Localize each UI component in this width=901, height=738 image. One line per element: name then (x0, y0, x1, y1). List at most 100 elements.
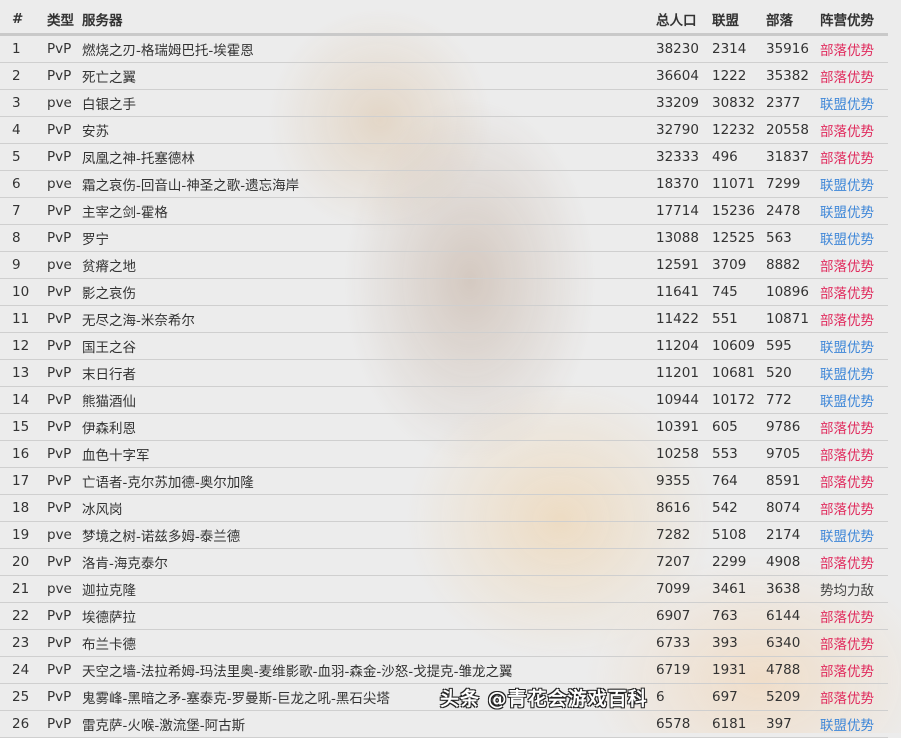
cell-faction-advantage: 势均力敌 (820, 575, 888, 603)
cell-total: 11422 (656, 305, 712, 333)
cell-rank: 18 (0, 494, 47, 522)
cell-server: 霜之哀伤-回音山-神圣之歌-遗忘海岸 (82, 170, 656, 198)
cell-rank: 14 (0, 386, 47, 414)
cell-horde: 8074 (766, 494, 820, 522)
cell-alliance: 12525 (712, 224, 766, 252)
cell-total: 10391 (656, 413, 712, 441)
cell-faction-advantage: 部落优势 (820, 467, 888, 495)
cell-type: pve (47, 251, 82, 279)
cell-rank: 25 (0, 683, 47, 711)
cell-horde: 31837 (766, 143, 820, 171)
cell-horde: 4788 (766, 656, 820, 684)
cell-total: 9355 (656, 467, 712, 495)
cell-total: 6 (656, 683, 712, 711)
cell-total: 6578 (656, 710, 712, 738)
cell-faction-advantage: 部落优势 (820, 440, 888, 468)
cell-faction-advantage: 联盟优势 (820, 170, 888, 198)
cell-faction-advantage: 部落优势 (820, 494, 888, 522)
cell-horde: 397 (766, 710, 820, 738)
cell-faction-advantage: 联盟优势 (820, 386, 888, 414)
cell-total: 18370 (656, 170, 712, 198)
cell-rank: 26 (0, 710, 47, 738)
cell-type: PvP (47, 224, 82, 252)
cell-server: 迦拉克隆 (82, 575, 656, 603)
cell-rank: 19 (0, 521, 47, 549)
table-row: 19 pve 梦境之树-诺兹多姆-泰兰德 7282 5108 2174 联盟优势 (0, 521, 888, 549)
table-row: 20 PvP 洛肯-海克泰尔 7207 2299 4908 部落优势 (0, 548, 888, 576)
cell-type: PvP (47, 143, 82, 171)
cell-total: 13088 (656, 224, 712, 252)
table-row: 16 PvP 血色十字军 10258 553 9705 部落优势 (0, 440, 888, 468)
cell-server: 血色十字军 (82, 440, 656, 468)
cell-horde: 4908 (766, 548, 820, 576)
cell-server: 白银之手 (82, 89, 656, 117)
cell-alliance: 1931 (712, 656, 766, 684)
header-type: 类型 (47, 4, 82, 36)
cell-server: 冰风岗 (82, 494, 656, 522)
cell-alliance: 496 (712, 143, 766, 171)
cell-type: PvP (47, 683, 82, 711)
header-alliance: 联盟 (712, 4, 766, 36)
cell-faction-advantage: 部落优势 (820, 278, 888, 306)
cell-total: 10258 (656, 440, 712, 468)
cell-rank: 8 (0, 224, 47, 252)
table-row: 4 PvP 安苏 32790 12232 20558 部落优势 (0, 116, 888, 144)
cell-horde: 772 (766, 386, 820, 414)
table-row: 11 PvP 无尽之海-米奈希尔 11422 551 10871 部落优势 (0, 305, 888, 333)
cell-horde: 10871 (766, 305, 820, 333)
header-total: 总人口 (656, 4, 712, 36)
table-row: 2 PvP 死亡之翼 36604 1222 35382 部落优势 (0, 62, 888, 90)
cell-total: 7207 (656, 548, 712, 576)
server-population-table: # 类型 服务器 总人口 联盟 部落 阵营优势 1 PvP 燃烧之刃-格瑞姆巴托-埃… (0, 4, 888, 738)
cell-type: PvP (47, 440, 82, 468)
cell-total: 33209 (656, 89, 712, 117)
table-header: # 类型 服务器 总人口 联盟 部落 阵营优势 (0, 4, 888, 36)
cell-type: PvP (47, 413, 82, 441)
table-row: 23 PvP 布兰卡德 6733 393 6340 部落优势 (0, 629, 888, 657)
header-rank: # (0, 4, 47, 36)
cell-total: 6907 (656, 602, 712, 630)
cell-rank: 17 (0, 467, 47, 495)
cell-total: 17714 (656, 197, 712, 225)
cell-alliance: 10609 (712, 332, 766, 360)
cell-rank: 6 (0, 170, 47, 198)
cell-horde: 595 (766, 332, 820, 360)
cell-server: 天空之墙-法拉希姆-玛法里奥-麦维影歌-血羽-森金-沙怒-戈提克-雏龙之翼 (82, 656, 656, 684)
cell-alliance: 10681 (712, 359, 766, 387)
cell-alliance: 30832 (712, 89, 766, 117)
cell-total: 11201 (656, 359, 712, 387)
cell-server: 死亡之翼 (82, 62, 656, 90)
cell-total: 11204 (656, 332, 712, 360)
cell-alliance: 12232 (712, 116, 766, 144)
cell-faction-advantage: 部落优势 (820, 305, 888, 333)
cell-alliance: 2314 (712, 34, 766, 63)
cell-total: 6733 (656, 629, 712, 657)
cell-horde: 9786 (766, 413, 820, 441)
cell-alliance: 393 (712, 629, 766, 657)
cell-type: PvP (47, 278, 82, 306)
cell-alliance: 3709 (712, 251, 766, 279)
cell-faction-advantage: 联盟优势 (820, 710, 888, 738)
table-row: 12 PvP 国王之谷 11204 10609 595 联盟优势 (0, 332, 888, 360)
cell-total: 10944 (656, 386, 712, 414)
cell-faction-advantage: 联盟优势 (820, 89, 888, 117)
cell-horde: 35916 (766, 34, 820, 63)
cell-rank: 3 (0, 89, 47, 117)
cell-rank: 7 (0, 197, 47, 225)
cell-server: 熊猫酒仙 (82, 386, 656, 414)
cell-type: PvP (47, 467, 82, 495)
cell-rank: 4 (0, 116, 47, 144)
table-row: 24 PvP 天空之墙-法拉希姆-玛法里奥-麦维影歌-血羽-森金-沙怒-戈提克-雏龙… (0, 656, 888, 684)
cell-rank: 20 (0, 548, 47, 576)
table-row: 6 pve 霜之哀伤-回音山-神圣之歌-遗忘海岸 18370 11071 7299 联盟优势 (0, 170, 888, 198)
cell-horde: 8591 (766, 467, 820, 495)
cell-server: 贫瘠之地 (82, 251, 656, 279)
table-row: 5 PvP 凤凰之神-托塞德林 32333 496 31837 部落优势 (0, 143, 888, 171)
table-row: 21 pve 迦拉克隆 7099 3461 3638 势均力敌 (0, 575, 888, 603)
cell-type: PvP (47, 548, 82, 576)
table-row: 1 PvP 燃烧之刃-格瑞姆巴托-埃霍恩 38230 2314 35916 部落优势 (0, 34, 888, 63)
table-row: 25 PvP 鬼雾峰-黑暗之矛-塞泰克-罗曼斯-巨龙之吼-黑石尖塔 6 697 5209 部… (0, 683, 888, 711)
cell-horde: 8882 (766, 251, 820, 279)
cell-alliance: 6181 (712, 710, 766, 738)
cell-alliance: 605 (712, 413, 766, 441)
